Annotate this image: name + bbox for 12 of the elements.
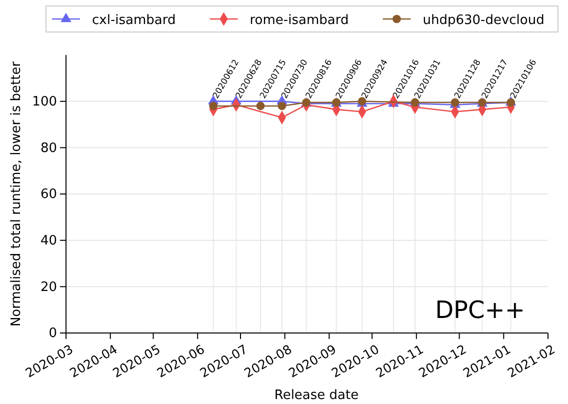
x-axis-title: Release date: [274, 388, 359, 403]
y-tick-label: 80: [40, 140, 57, 156]
y-tick-label: 0: [48, 326, 57, 342]
legend-label: uhdp630-devcloud: [422, 13, 544, 28]
legend-label: rome-isambard: [250, 13, 349, 28]
y-tick-label: 60: [40, 187, 57, 202]
y-tick-label: 20: [40, 280, 57, 295]
y-tick-label: 40: [40, 233, 57, 248]
legend-label: cxl-isambard: [92, 13, 176, 28]
y-tick-label: 100: [32, 94, 57, 110]
y-axis-title: Normalised total runtime, lower is better: [9, 60, 24, 327]
annotation: DPC++: [435, 296, 525, 324]
